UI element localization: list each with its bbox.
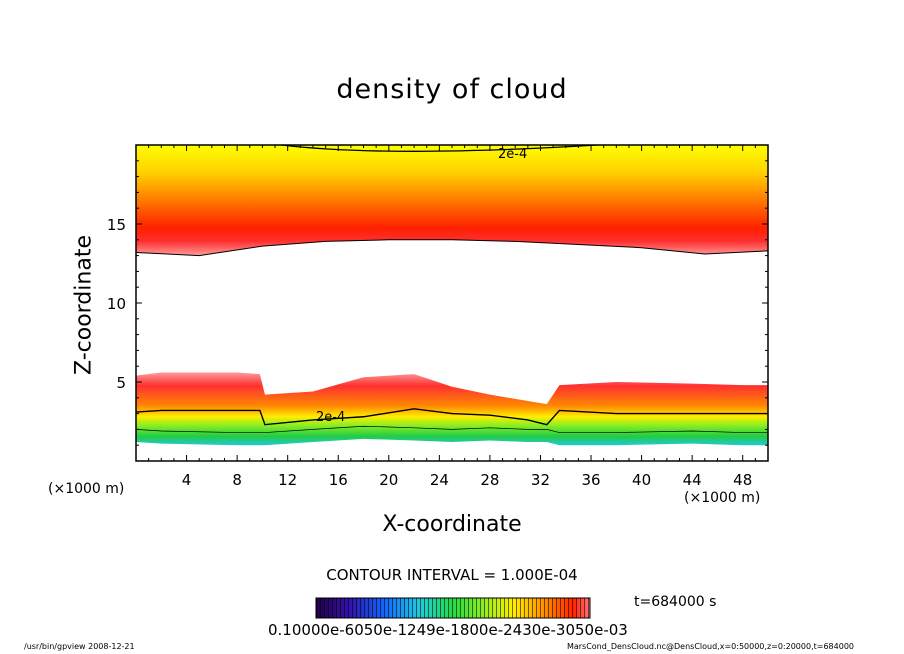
lower-cloud-layer — [136, 372, 768, 461]
y-tick-label: 10 — [107, 295, 126, 313]
x-tick-label: 36 — [581, 471, 600, 489]
x-tick-label: 32 — [531, 471, 550, 489]
x-tick-label: 28 — [480, 471, 499, 489]
x-tick-label: 44 — [683, 471, 702, 489]
contour-interval: CONTOUR INTERVAL = 1.000E-04 — [326, 566, 578, 584]
footer-left: /usr/bin/gpview 2008-12-21 — [24, 642, 135, 651]
x-tick-label: 40 — [632, 471, 651, 489]
contour-lower-inner — [135, 425, 768, 433]
colorbar-frame — [315, 597, 591, 619]
x-tick-label: 16 — [329, 471, 348, 489]
y-axis-label: Z-coordinate — [71, 235, 97, 375]
x-tick-label: 20 — [379, 471, 398, 489]
x-tick-label: 48 — [733, 471, 752, 489]
colorbar — [315, 597, 591, 619]
chart-title: density of cloud — [336, 74, 568, 105]
x-axis: 4 8 12 16 20 24 28 32 36 40 44 48 — [148, 145, 756, 489]
x-unit-label: (×1000 m) — [684, 490, 761, 506]
time-label: t=684000 s — [634, 594, 717, 610]
footer-right: MarsCond_DensCloud.nc@DensCloud,x=0:5000… — [566, 642, 854, 651]
cloud-free-surface — [136, 438, 768, 461]
contour-2e-4-lower — [135, 408, 768, 426]
contour-2e-4-upper — [281, 144, 598, 152]
cloud-density-field — [136, 145, 768, 461]
contour-label: 2e-4 — [498, 147, 527, 162]
colorbar-ticks — [316, 598, 590, 618]
x-unit-label: (×1000 m) — [48, 481, 125, 497]
colorbar-labels: 0.10000e-6050e-1249e-1800e-2430e-3050e-0… — [268, 621, 628, 639]
y-tick-label: 5 — [116, 374, 126, 392]
x-axis-label: X-coordinate — [382, 512, 522, 537]
y-axis: 5 10 15 — [107, 160, 768, 446]
x-tick-label: 24 — [430, 471, 449, 489]
contour-lines — [135, 144, 769, 433]
x-tick-label: 4 — [182, 471, 192, 489]
upper-cloud-edge — [135, 239, 769, 257]
x-tick-label: 12 — [278, 471, 297, 489]
x-tick-label: 8 — [232, 471, 242, 489]
upper-cloud-layer — [136, 145, 768, 256]
y-tick-label: 15 — [107, 216, 126, 234]
contour-label: 2e-4 — [316, 410, 345, 425]
